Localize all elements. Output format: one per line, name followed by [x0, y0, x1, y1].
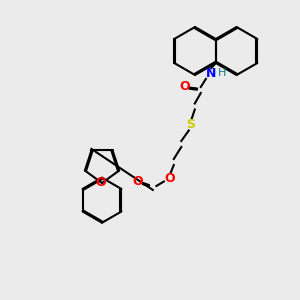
- Text: H: H: [218, 68, 226, 79]
- Text: N: N: [206, 67, 217, 80]
- Text: O: O: [179, 80, 190, 94]
- Text: O: O: [133, 175, 143, 188]
- Text: S: S: [186, 118, 195, 131]
- Text: O: O: [164, 172, 175, 185]
- Text: O: O: [95, 176, 106, 190]
